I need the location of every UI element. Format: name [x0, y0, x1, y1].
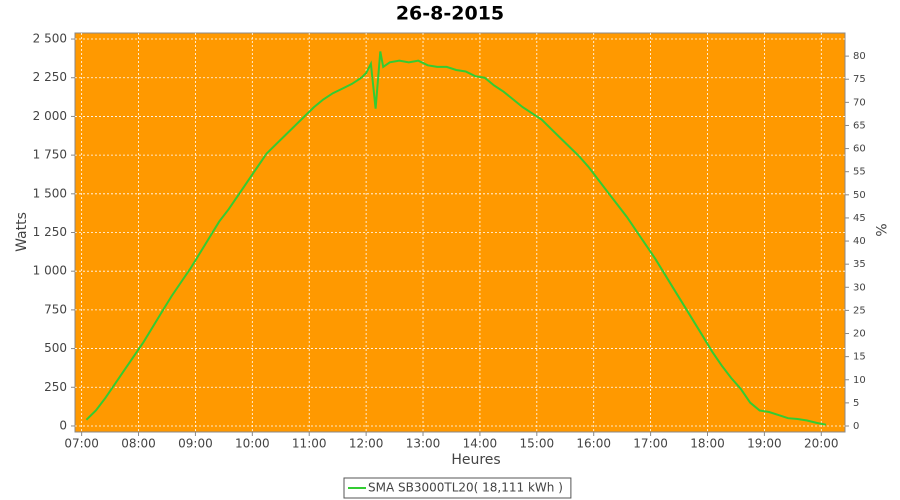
y2-tick-label: 55	[853, 167, 866, 178]
y-axis-title: Watts	[14, 212, 30, 252]
y2-tick-label: 80	[853, 51, 866, 62]
x-tick-label: 20:00	[804, 437, 839, 451]
y-tick-label: 750	[44, 302, 67, 316]
y2-tick-label: 25	[853, 305, 866, 316]
y2-tick-label: 15	[853, 352, 866, 363]
y2-tick-label: 70	[853, 97, 866, 108]
x-tick-label: 12:00	[349, 437, 384, 451]
y2-tick-label: 35	[853, 259, 866, 270]
legend-box	[343, 477, 572, 499]
y2-tick-label: 10	[853, 375, 866, 386]
y2-tick-label: 0	[853, 421, 859, 432]
x-tick-label: 11:00	[292, 437, 327, 451]
y-tick-label: 1 250	[33, 225, 67, 239]
y2-tick-label: 45	[853, 213, 866, 224]
x-tick-label: 17:00	[633, 437, 668, 451]
y2-tick-label: 5	[853, 398, 859, 409]
legend-label: SMA SB3000TL20( 18,111 kWh )	[368, 481, 563, 495]
y2-tick-label: 60	[853, 144, 866, 155]
y2-tick-label: 20	[853, 329, 866, 340]
y2-tick-label: 50	[853, 190, 866, 201]
y-tick-label: 2 000	[33, 109, 67, 123]
y-tick-label: 1 000	[33, 264, 67, 278]
legend: SMA SB3000TL20( 18,111 kWh )	[343, 477, 572, 499]
x-tick-label: 15:00	[520, 437, 555, 451]
data-line	[85, 51, 827, 426]
y-tick-label: 250	[44, 380, 67, 394]
y2-axis-title: %	[872, 223, 888, 236]
x-tick-label: 13:00	[406, 437, 441, 451]
y-tick-label: 500	[44, 341, 67, 355]
y-tick-label: 2 500	[33, 32, 67, 46]
x-axis-title: Heures	[451, 452, 500, 468]
x-tick-label: 19:00	[747, 437, 782, 451]
y2-tick-label: 30	[853, 282, 866, 293]
x-tick-label: 08:00	[121, 437, 156, 451]
chart-title: 26-8-2015	[396, 3, 504, 25]
x-tick-label: 14:00	[463, 437, 498, 451]
y-tick-label: 0	[59, 418, 67, 432]
y2-tick-label: 65	[853, 120, 866, 131]
y-tick-label: 1 500	[33, 186, 67, 200]
x-tick-label: 07:00	[64, 437, 99, 451]
y2-tick-label: 40	[853, 236, 866, 247]
x-tick-label: 18:00	[690, 437, 725, 451]
y-tick-label: 2 250	[33, 70, 67, 84]
y-tick-label: 1 750	[33, 148, 67, 162]
x-tick-label: 09:00	[178, 437, 213, 451]
x-tick-label: 10:00	[235, 437, 270, 451]
x-tick-label: 16:00	[576, 437, 611, 451]
y2-tick-label: 75	[853, 74, 866, 85]
